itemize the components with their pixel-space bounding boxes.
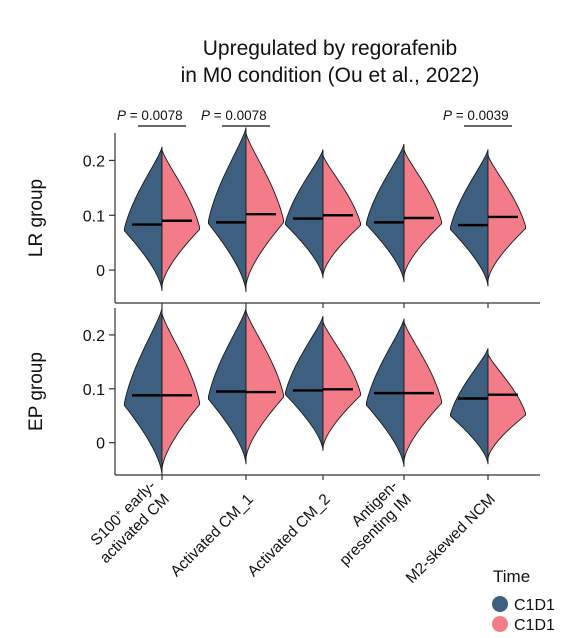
violin-half-2-1 [161,149,201,287]
y-tick-label: 0.1 [83,208,105,225]
svg-text:Activated CM_1: Activated CM_1 [167,491,256,580]
violin-half-2-3 [322,321,362,449]
violin-half-2-4 [403,321,443,462]
violin-half-1-3 [284,149,324,279]
svg-text:M2-skewed NCM: M2-skewed NCM [403,491,499,587]
legend-swatch-1 [492,596,508,612]
violin-half-1-2 [207,127,247,293]
violin-half-2-2 [245,310,285,459]
p-value-label: P = 0.0078 [201,108,267,123]
violin-half-2-2 [245,132,285,287]
svg-text:Activated CM_2: Activated CM_2 [244,491,333,580]
x-tick-label-1: S100+ early-activated CM [88,477,173,566]
violin-half-2-5 [487,353,527,459]
legend-label-1: C1D1 [514,597,555,614]
legend-label-2: C1D1 [514,617,555,634]
violin-half-2-4 [403,149,443,277]
p-value-1: P = 0.0078 [117,108,186,127]
y-tick-label: 0.1 [83,382,105,399]
violin-half-1-1 [123,307,163,476]
x-tick-label-2: Activated CM_1 [167,491,256,580]
legend-swatch-2 [492,616,508,632]
p-value-2: P = 0.0078 [201,108,270,127]
violin-half-1-4 [365,143,405,283]
p-value-5: P = 0.0039 [443,108,512,127]
y-tick-label: 0.2 [83,153,105,170]
x-tick-label-4: Antigen-presenting IM [336,477,414,569]
panels: 0 0.1 0.2 LR group P = 0.0078 P = 0.0078 P = 0… [26,108,540,480]
y-axis-label: EP group [26,352,47,431]
chart-title-line-2: in M0 condition (Ou et al., 2022) [181,64,480,87]
violin-half-1-5 [449,348,489,465]
panel-1: 0 0.1 0.2 LR group P = 0.0078 P = 0.0078 P = 0… [26,108,540,308]
panel-2: 0 0.1 0.2 EP group [26,307,540,480]
violin-half-1-3 [284,315,324,451]
violin-half-1-1 [123,146,163,291]
y-tick-label: 0.2 [83,328,105,345]
violin-half-1-2 [207,307,247,465]
x-tick-label-3: Activated CM_2 [244,491,333,580]
legend-title: Time [493,567,530,586]
y-axis-label: LR group [26,179,47,257]
y-tick-label: 0 [96,436,105,453]
p-value-label: P = 0.0039 [443,108,509,123]
violin-half-1-5 [449,149,489,287]
chart-title-line-1: Upregulated by regorafenib [203,37,458,60]
p-value-label: P = 0.0078 [117,108,183,123]
y-tick-label: 0 [96,263,105,280]
legend: Time C1D1 C1D1 [492,567,555,634]
x-tick-label-5: M2-skewed NCM [403,491,499,587]
violin-half-2-1 [161,313,201,470]
